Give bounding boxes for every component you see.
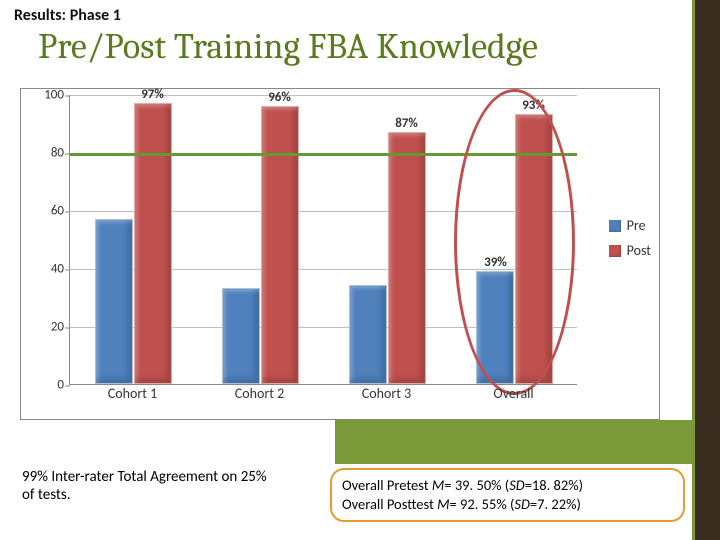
stats-line-posttest: Overall Posttest M= 92. 55% (SD=7. 22%) [342,495,673,514]
footnote-interrater: 99% Inter-rater Total Agreement on 25% o… [22,468,282,504]
bar-post [134,103,172,384]
y-tick-label: 80 [32,146,64,161]
slide-title: Pre/Post Training FBA Knowledge [38,26,538,67]
slide-accent-bar [692,0,720,540]
y-tick-label: 0 [32,378,64,393]
chart-legend: Pre Post [609,217,651,267]
highlight-ellipse [454,89,574,395]
bar-post [388,132,426,384]
bar-value-label: 97% [141,87,164,102]
bar-post [261,106,299,384]
stats-line-pretest: Overall Pretest M= 39. 50% (SD=18. 82%) [342,476,673,495]
footnote-stats-box: Overall Pretest M= 39. 50% (SD=18. 82%) … [330,468,685,522]
y-tick-label: 40 [32,262,64,277]
legend-swatch [609,245,621,257]
y-tick-label: 20 [32,320,64,335]
legend-label: Pre [627,217,646,234]
legend-item: Pre [609,217,651,234]
slide-subtitle: Results: Phase 1 [14,6,121,25]
legend-swatch [609,220,621,232]
bar-pre [95,219,133,384]
x-tick-label: Cohort 3 [327,385,447,402]
plot-area: 02040608010097%96%87%39%93% [69,95,577,385]
legend-label: Post [627,242,651,259]
legend-item: Post [609,242,651,259]
bar-value-label: 87% [395,116,418,131]
bar-pre [349,285,387,384]
bar-value-label: 96% [268,90,291,105]
bar-chart: 02040608010097%96%87%39%93% Pre Post Coho… [20,88,660,420]
x-tick-label: Cohort 1 [73,385,193,402]
y-tick-label: 100 [32,88,64,103]
y-tick-label: 60 [32,204,64,219]
x-tick-label: Overall [454,385,574,402]
bar-pre [222,288,260,384]
x-tick-label: Cohort 2 [200,385,320,402]
